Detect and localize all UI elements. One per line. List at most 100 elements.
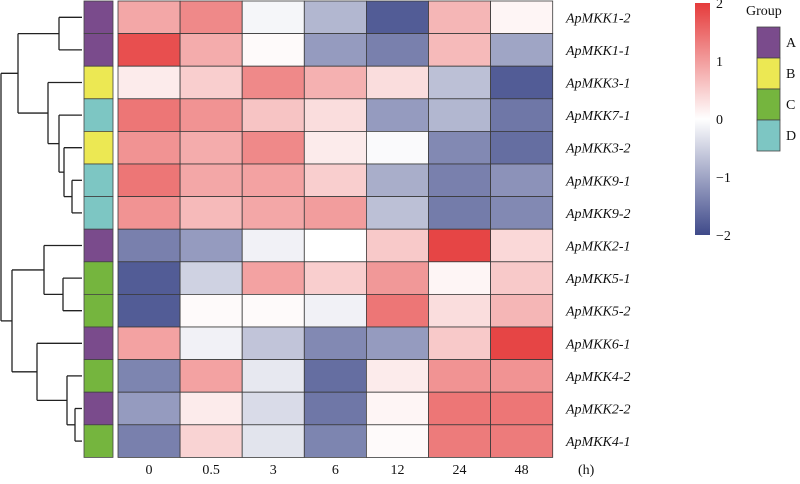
color-scale-legend: 2 1 0 −1 −2 bbox=[695, 0, 731, 244]
heatmap-cell bbox=[179, 424, 243, 458]
heatmap-cell bbox=[490, 0, 554, 34]
heatmap-cell bbox=[241, 98, 305, 132]
color-scale-tick: 1 bbox=[716, 55, 723, 70]
group-legend-title: Group bbox=[746, 4, 782, 19]
group-legend-label: D bbox=[786, 129, 796, 144]
heatmap-cell bbox=[428, 326, 491, 360]
heatmap-cell bbox=[117, 293, 181, 328]
heatmap-cell bbox=[428, 0, 491, 34]
heatmap-cell bbox=[117, 261, 181, 295]
color-scale-tick: −2 bbox=[716, 229, 731, 244]
x-unit-label: (h) bbox=[578, 463, 595, 478]
heatmap-cell bbox=[490, 130, 554, 165]
heatmap-cell bbox=[241, 228, 305, 263]
heatmap-cell bbox=[117, 196, 181, 230]
group-annotation-column bbox=[83, 0, 114, 458]
group-annotation-cell bbox=[83, 424, 114, 458]
heatmap-cell bbox=[365, 98, 429, 132]
column-label: 0 bbox=[146, 463, 153, 478]
heatmap-cell bbox=[303, 130, 367, 165]
heatmap-cell bbox=[117, 65, 181, 100]
heatmap-cell bbox=[117, 130, 181, 165]
heatmap-cell bbox=[117, 391, 181, 426]
heatmap-cell bbox=[241, 65, 305, 100]
heatmap-cell bbox=[179, 326, 243, 360]
heatmap-cell bbox=[490, 391, 554, 426]
heatmap-cell bbox=[117, 326, 181, 360]
heatmap-cell bbox=[117, 33, 181, 67]
heatmap-cell bbox=[179, 130, 243, 165]
group-annotation-cell bbox=[83, 228, 114, 263]
color-scale-tick: −1 bbox=[716, 171, 731, 186]
heatmap-cell bbox=[490, 293, 554, 328]
heatmap-cell bbox=[303, 326, 367, 360]
heatmap-cells bbox=[117, 0, 554, 458]
heatmap-cell bbox=[490, 196, 554, 230]
row-label: ApMKK3-2 bbox=[565, 142, 631, 157]
heatmap-cell bbox=[490, 424, 554, 458]
column-label: 12 bbox=[390, 463, 404, 478]
heatmap-cell bbox=[303, 163, 367, 197]
heatmap-cell bbox=[428, 293, 491, 328]
heatmap-cell bbox=[365, 293, 429, 328]
heatmap-cell bbox=[241, 130, 305, 165]
heatmap-cell bbox=[428, 130, 491, 165]
heatmap-cell bbox=[365, 130, 429, 165]
group-annotation-cell bbox=[83, 359, 114, 393]
heatmap-cell bbox=[241, 261, 305, 295]
heatmap-cell bbox=[303, 424, 367, 458]
row-label: ApMKK4-2 bbox=[565, 370, 631, 385]
group-legend-label: B bbox=[786, 67, 795, 82]
column-label: 48 bbox=[515, 463, 529, 478]
heatmap-cell bbox=[490, 359, 554, 393]
heatmap-cell bbox=[428, 33, 491, 67]
heatmap-cell bbox=[365, 196, 429, 230]
group-legend-swatch bbox=[756, 119, 781, 152]
heatmap-cell bbox=[117, 0, 181, 34]
color-scale-tick: 0 bbox=[716, 113, 723, 128]
heatmap-cell bbox=[179, 293, 243, 328]
heatmap-cell bbox=[241, 391, 305, 426]
heatmap-cell bbox=[365, 261, 429, 295]
heatmap-cell bbox=[179, 359, 243, 393]
heatmap-cell bbox=[428, 261, 491, 295]
heatmap-cell bbox=[117, 359, 181, 393]
heatmap-cell bbox=[241, 163, 305, 197]
group-annotation-cell bbox=[83, 130, 114, 165]
column-label: 24 bbox=[453, 463, 467, 478]
heatmap-cell bbox=[241, 33, 305, 67]
group-legend: Group A B C D bbox=[746, 4, 797, 152]
heatmap-cell bbox=[179, 391, 243, 426]
group-legend-label: A bbox=[786, 36, 797, 51]
row-label: ApMKK9-1 bbox=[565, 174, 631, 189]
row-label: ApMKK9-2 bbox=[565, 207, 631, 222]
heatmap-cell bbox=[303, 293, 367, 328]
heatmap-cell bbox=[179, 0, 243, 34]
group-legend-swatch bbox=[756, 26, 781, 59]
heatmap-cell bbox=[303, 0, 367, 34]
heatmap-cell bbox=[179, 33, 243, 67]
heatmap-cell bbox=[179, 228, 243, 263]
heatmap-cell bbox=[428, 424, 491, 458]
row-label: ApMKK3-1 bbox=[565, 77, 631, 92]
heatmap-cell bbox=[365, 0, 429, 34]
row-label: ApMKK5-1 bbox=[565, 272, 631, 287]
group-annotation-cell bbox=[83, 163, 114, 197]
heatmap-cell bbox=[490, 163, 554, 197]
heatmap-cell bbox=[490, 98, 554, 132]
heatmap-cell bbox=[365, 424, 429, 458]
heatmap-cell bbox=[117, 98, 181, 132]
heatmap-cell bbox=[303, 228, 367, 263]
heatmap-cell bbox=[179, 196, 243, 230]
heatmap-cell bbox=[241, 196, 305, 230]
heatmap-cell bbox=[303, 261, 367, 295]
heatmap-cell bbox=[179, 163, 243, 197]
heatmap-cell bbox=[117, 424, 181, 458]
heatmap-cell bbox=[428, 98, 491, 132]
heatmap-cell bbox=[365, 65, 429, 100]
row-label: ApMKK2-1 bbox=[565, 240, 631, 255]
heatmap-cell bbox=[365, 391, 429, 426]
group-annotation-cell bbox=[83, 261, 114, 295]
heatmap-cell bbox=[365, 228, 429, 263]
heatmap-cell bbox=[428, 163, 491, 197]
